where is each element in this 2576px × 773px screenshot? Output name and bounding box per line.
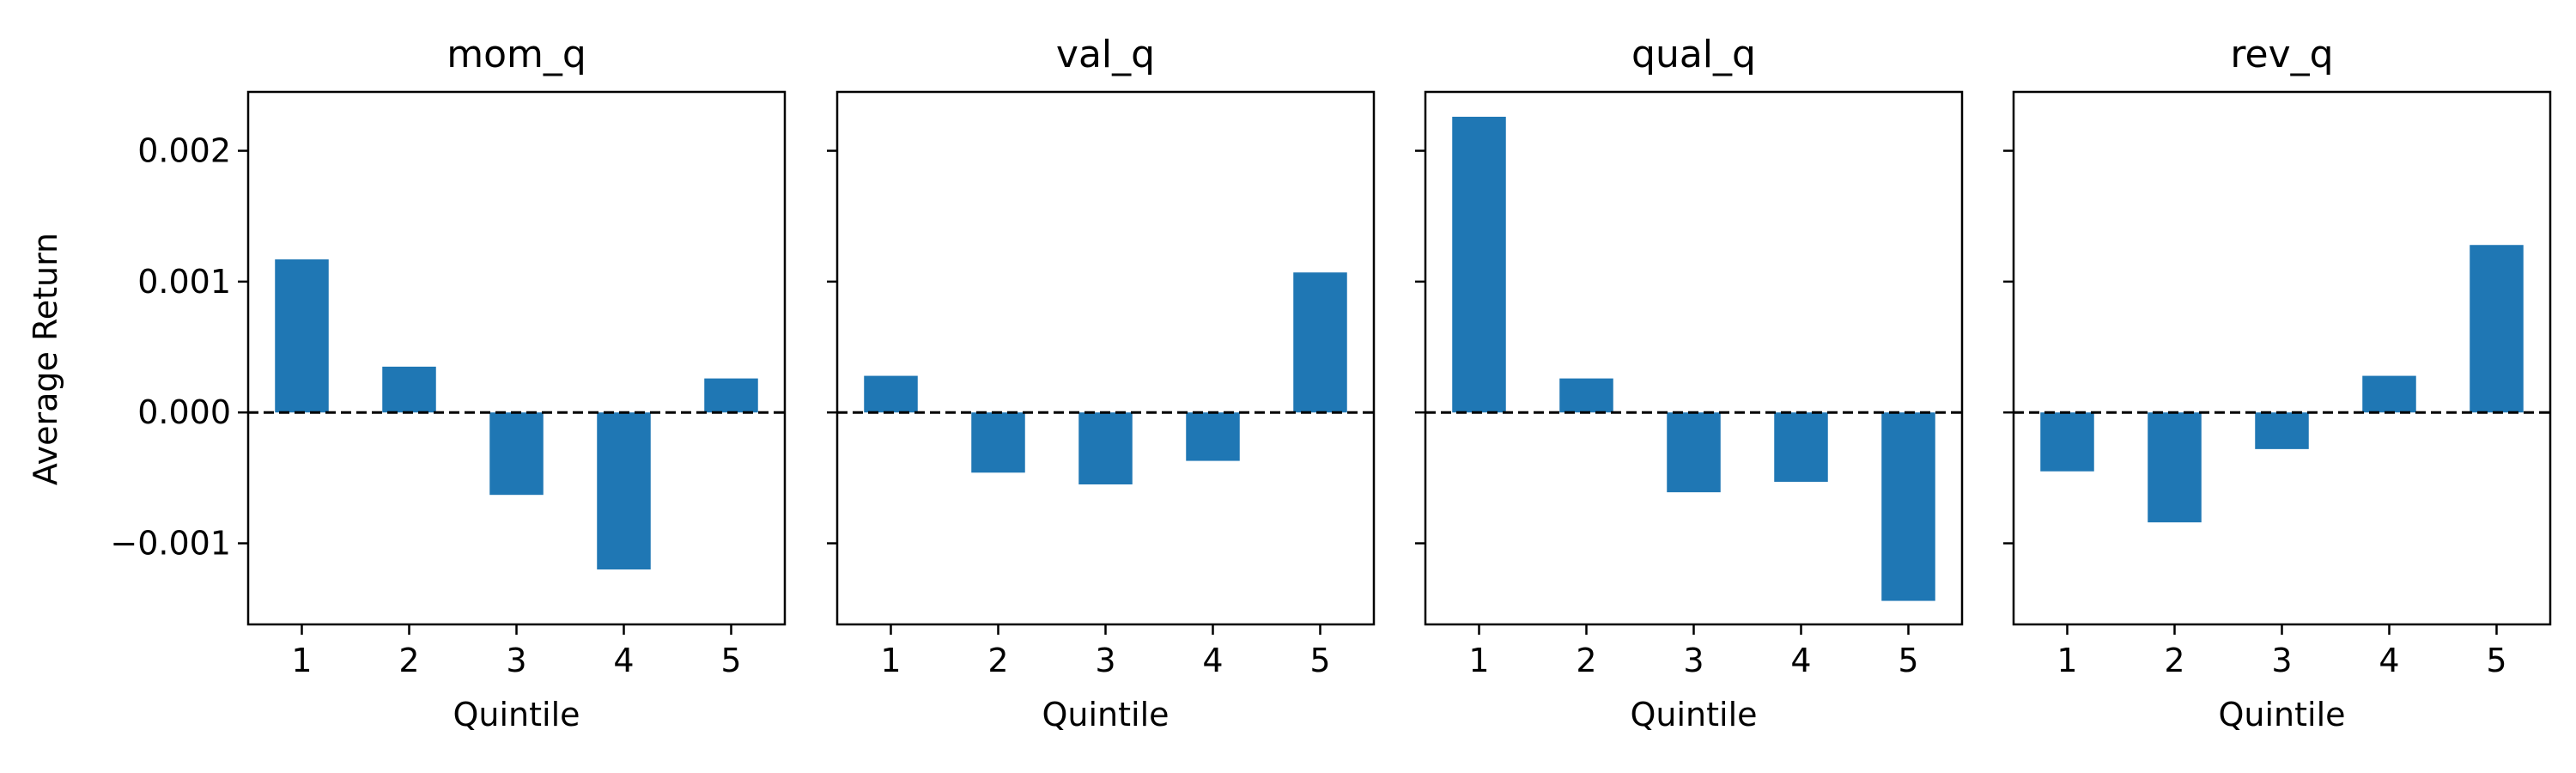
x-tick-label: 1 — [2057, 642, 2077, 679]
y-tick-label: −0.001 — [110, 525, 231, 563]
bar-2 — [1559, 378, 1613, 413]
x-tick-label: 3 — [2271, 642, 2292, 679]
bar-4 — [2362, 375, 2416, 413]
subplot-mom_q: mom_q 1 2 3 4 5 Quintile −0.001 0.000 0.001 0.002 — [110, 33, 787, 733]
y-tick-label: 0.002 — [137, 132, 231, 170]
bar-1 — [275, 259, 329, 413]
bar-5 — [2470, 245, 2524, 413]
bar-2 — [971, 412, 1025, 473]
x-axis-label: Quintile — [453, 696, 580, 733]
bar-4 — [597, 412, 651, 570]
x-tick-label: 1 — [880, 642, 901, 679]
subplots: mom_q 1 2 3 4 5 Quintile −0.001 0.000 0.001 0.002 v… — [110, 33, 2552, 733]
subplot-qual_q: qual_q 1 2 3 4 5 Quintile — [1415, 33, 1964, 733]
x-tick-label: 5 — [2486, 642, 2506, 679]
x-tick-label: 3 — [1683, 642, 1704, 679]
x-tick-label: 2 — [398, 642, 419, 679]
bar-3 — [489, 412, 544, 496]
bar-4 — [1774, 412, 1828, 482]
bar-2 — [382, 366, 436, 413]
bar-3 — [1667, 412, 1721, 493]
x-tick-label: 4 — [613, 642, 634, 679]
x-tick-label: 5 — [720, 642, 741, 679]
subplot-rev_q: rev_q 1 2 3 4 5 Quintile — [2003, 33, 2552, 733]
bar-3 — [1078, 412, 1133, 484]
x-tick-label: 5 — [1898, 642, 1918, 679]
subplot-title: val_q — [1056, 33, 1155, 76]
x-tick-label: 2 — [2164, 642, 2184, 679]
bar-3 — [2255, 412, 2309, 449]
bar-4 — [1186, 412, 1240, 461]
subplot-title: mom_q — [447, 33, 586, 76]
y-tick-label: 0.001 — [137, 263, 231, 301]
bar-1 — [2040, 412, 2094, 472]
x-tick-label: 3 — [506, 642, 526, 679]
x-tick-label: 5 — [1309, 642, 1330, 679]
bar-2 — [2148, 412, 2202, 523]
subplot-val_q: val_q 1 2 3 4 5 Quintile — [827, 33, 1376, 733]
bar-5 — [1293, 272, 1347, 413]
x-axis-label: Quintile — [2218, 696, 2345, 733]
x-tick-label: 4 — [1790, 642, 1811, 679]
bar-1 — [1452, 116, 1506, 413]
x-tick-label: 1 — [291, 642, 312, 679]
y-tick-label: 0.000 — [137, 393, 231, 431]
x-tick-label: 4 — [2379, 642, 2399, 679]
x-tick-label: 3 — [1095, 642, 1115, 679]
x-axis-label: Quintile — [1042, 696, 1169, 733]
subplot-title: qual_q — [1631, 33, 1756, 76]
x-tick-label: 1 — [1468, 642, 1489, 679]
x-tick-label: 2 — [987, 642, 1008, 679]
subplot-title: rev_q — [2230, 33, 2333, 76]
x-tick-label: 4 — [1202, 642, 1223, 679]
bar-5 — [1881, 412, 1935, 601]
bar-5 — [704, 378, 758, 413]
bar-1 — [864, 375, 918, 413]
x-tick-label: 2 — [1576, 642, 1596, 679]
x-axis-label: Quintile — [1630, 696, 1757, 733]
y-axis-label: Average Return — [27, 233, 64, 485]
